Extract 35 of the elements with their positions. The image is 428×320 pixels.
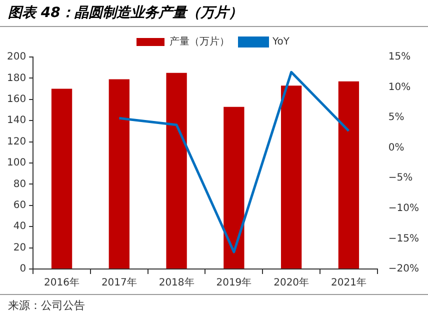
x-tick-label: 2017年 — [101, 276, 137, 289]
y-tick-label: 20 — [13, 242, 26, 254]
y-tick-label: 100 — [6, 158, 26, 169]
y-tick-label: 160 — [6, 94, 26, 105]
source-note: 来源：公司公告 — [0, 294, 428, 316]
y2-tick-label: 5% — [388, 112, 404, 124]
bar — [338, 81, 360, 268]
x-tick-label: 2020年 — [274, 276, 310, 289]
y2-tick-label: 15% — [388, 52, 411, 63]
y2-tick-label: −5% — [388, 172, 413, 184]
y-tick-label: 200 — [6, 52, 26, 63]
legend-label: YoY — [271, 36, 290, 48]
y2-tick-label: −20% — [388, 264, 420, 275]
x-tick-label: 2016年 — [44, 276, 80, 289]
x-tick-label: 2021年 — [330, 276, 366, 289]
y2-tick-label: 0% — [388, 142, 404, 154]
y2-tick-label: −15% — [388, 233, 420, 244]
bar — [280, 86, 302, 268]
y-tick-label: 40 — [13, 221, 26, 232]
legend-label: 产量（万片） — [169, 36, 230, 48]
y-tick-label: 0 — [20, 264, 26, 275]
bar — [51, 88, 72, 268]
bar — [108, 79, 130, 268]
x-tick-label: 2019年 — [216, 276, 252, 289]
x-tick-label: 2018年 — [158, 276, 194, 289]
y2-tick-label: 10% — [388, 82, 411, 93]
y-tick-label: 80 — [13, 178, 26, 190]
chart-title: 图表 48：晶圆制造业务产量（万片） — [0, 0, 428, 27]
y-tick-label: 120 — [6, 136, 26, 148]
y-tick-label: 180 — [6, 72, 26, 84]
bar — [224, 106, 244, 268]
bar — [166, 72, 187, 268]
y2-tick-label: −10% — [388, 203, 420, 214]
y-tick-label: 140 — [6, 115, 26, 126]
y-tick-label: 60 — [13, 200, 26, 211]
